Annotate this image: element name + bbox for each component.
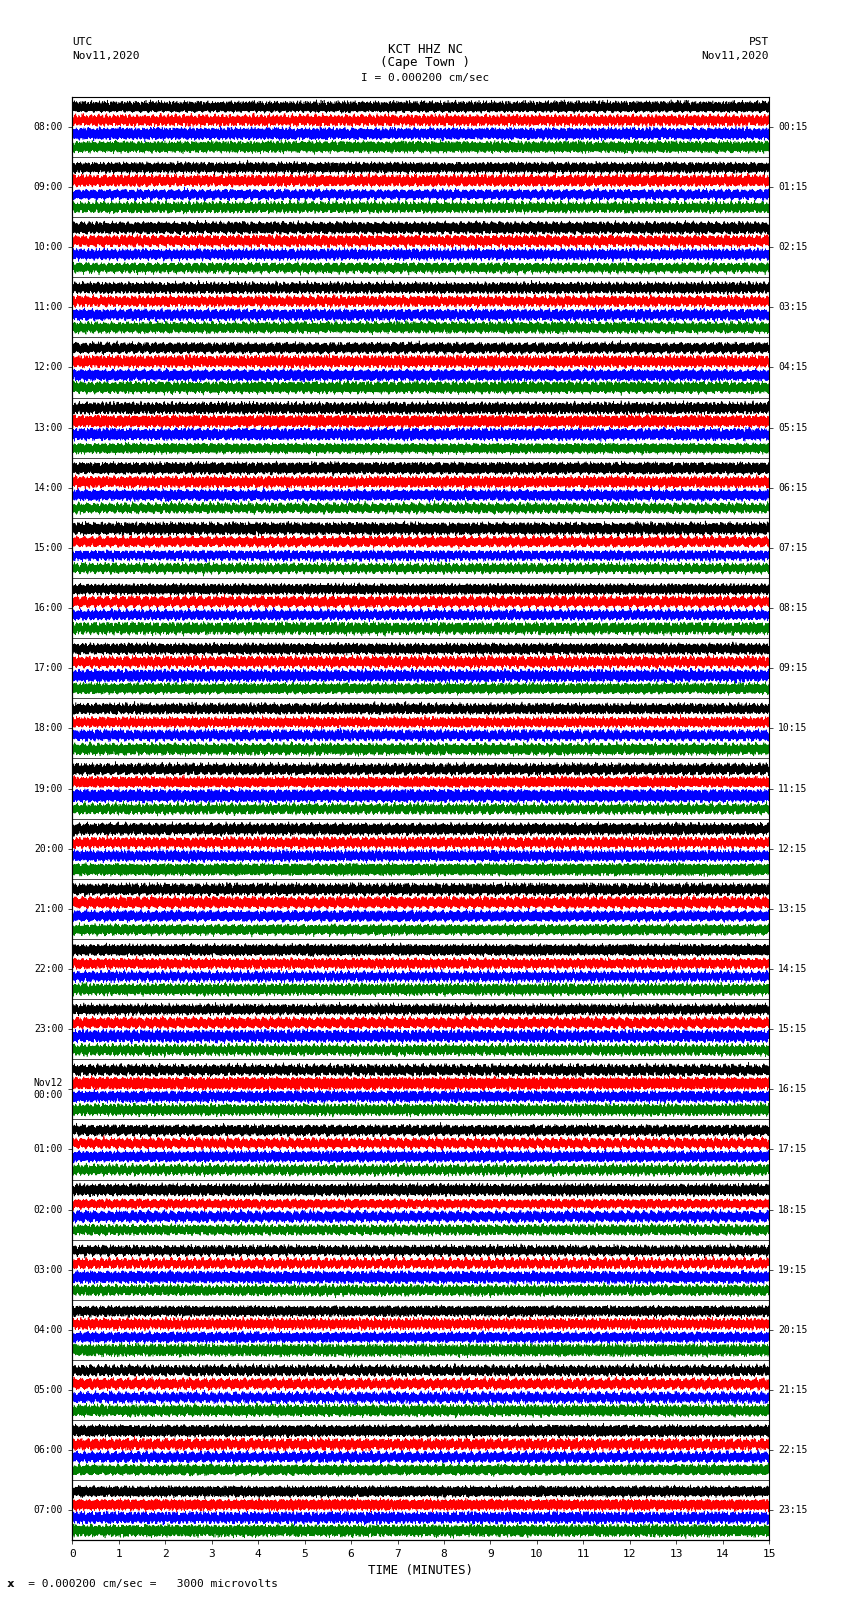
Text: Nov11,2020: Nov11,2020 bbox=[702, 52, 769, 61]
X-axis label: TIME (MINUTES): TIME (MINUTES) bbox=[368, 1563, 473, 1576]
Text: UTC: UTC bbox=[72, 37, 93, 47]
Text: KCT HHZ NC: KCT HHZ NC bbox=[388, 42, 462, 56]
Text: PST: PST bbox=[749, 37, 769, 47]
Text: (Cape Town ): (Cape Town ) bbox=[380, 56, 470, 69]
Text: x: x bbox=[7, 1579, 14, 1589]
Text: I = 0.000200 cm/sec: I = 0.000200 cm/sec bbox=[361, 73, 489, 84]
Text: Nov11,2020: Nov11,2020 bbox=[72, 52, 139, 61]
Text: x  = 0.000200 cm/sec =   3000 microvolts: x = 0.000200 cm/sec = 3000 microvolts bbox=[8, 1579, 279, 1589]
